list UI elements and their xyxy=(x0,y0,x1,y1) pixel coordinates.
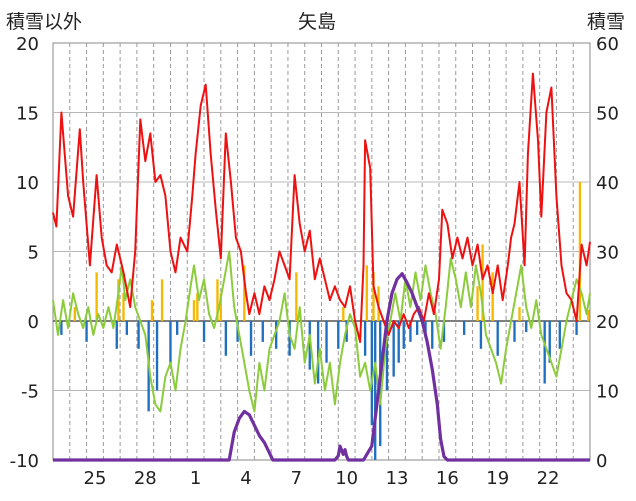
precip-bar xyxy=(122,293,125,321)
right-tick-label: 50 xyxy=(596,104,619,125)
precip-bar xyxy=(150,300,154,321)
temp_neg-bar xyxy=(558,321,561,349)
temp_neg-bar xyxy=(316,321,320,384)
left-tick-label: 20 xyxy=(16,34,39,55)
precip-bar xyxy=(216,279,219,321)
temp_neg-bar xyxy=(85,321,88,342)
x-tick-label: 1 xyxy=(190,468,201,489)
temp_neg-bar xyxy=(525,321,528,333)
temp_neg-bar xyxy=(479,321,483,349)
temp_neg-bar xyxy=(543,321,546,384)
temp_neg-bar xyxy=(249,321,253,356)
precip-bar xyxy=(518,307,521,321)
temp_neg-bar xyxy=(125,321,129,335)
temp_neg-bar xyxy=(202,321,206,342)
precip-bar xyxy=(160,279,164,321)
temp_neg-bar xyxy=(337,321,340,349)
temp_neg-bar xyxy=(409,321,412,342)
temp_neg-bar xyxy=(224,321,228,356)
precip-bar xyxy=(192,300,196,321)
temp_neg-bar xyxy=(169,321,172,366)
precip-bar xyxy=(476,286,479,321)
temp_neg-bar xyxy=(385,321,389,391)
temp_neg-bar xyxy=(496,321,499,356)
temp_neg-bar xyxy=(115,321,118,349)
temp_neg-bar xyxy=(513,321,516,342)
temp_neg-bar xyxy=(370,321,374,426)
x-tick-label: 22 xyxy=(537,468,560,489)
temp_neg-bar xyxy=(442,321,446,342)
x-tick-label: 25 xyxy=(84,468,107,489)
temp_neg-bar xyxy=(176,321,179,335)
temp_neg-bar xyxy=(374,321,377,460)
temp_max-line xyxy=(52,72,591,343)
left-axis-title: 積雪以外 xyxy=(6,11,83,33)
right-tick-label: 30 xyxy=(596,243,619,264)
temp_neg-bar xyxy=(363,321,367,356)
precip-bar xyxy=(587,309,590,321)
precip-bar xyxy=(365,265,368,321)
left-tick-label: 15 xyxy=(16,104,39,125)
temp_neg-bar xyxy=(236,321,239,342)
left-tick-label: 0 xyxy=(28,312,39,333)
temp_neg-bar xyxy=(462,321,466,335)
left-tick-label: -10 xyxy=(10,451,39,472)
precip-bar xyxy=(372,272,375,321)
chart-title: 矢島 xyxy=(298,11,337,33)
x-tick-label: 13 xyxy=(386,468,409,489)
right-tick-label: 10 xyxy=(596,382,619,403)
precip-bar xyxy=(243,265,246,321)
right-tick-label: 40 xyxy=(596,173,619,194)
temp_neg-bar xyxy=(402,321,405,349)
temp_neg-bar xyxy=(415,321,419,335)
precip-bar xyxy=(342,307,345,321)
precip-bar xyxy=(73,307,76,321)
left-tick-label: 10 xyxy=(16,173,39,194)
left-tick-label: -5 xyxy=(21,382,39,403)
temp_neg-bar xyxy=(288,321,291,356)
precip-bar xyxy=(95,272,98,321)
precip-bar xyxy=(196,293,199,321)
temp_neg-bar xyxy=(431,321,434,349)
temp_neg-bar xyxy=(137,321,140,349)
temp_neg-bar xyxy=(308,321,311,370)
x-tick-label: 19 xyxy=(486,468,509,489)
x-tick-label: 28 xyxy=(134,468,157,489)
precip-bar xyxy=(578,182,582,321)
precip-bar xyxy=(219,293,222,321)
temp_neg-bar xyxy=(575,321,578,335)
x-tick-label: 10 xyxy=(335,468,358,489)
precip-bar xyxy=(117,279,120,321)
x-tick-label: 4 xyxy=(240,468,251,489)
right-tick-label: 20 xyxy=(596,312,619,333)
precip-bar xyxy=(481,244,484,321)
x-tick-label: 7 xyxy=(291,468,302,489)
precip-bar xyxy=(491,272,494,321)
temp_neg-bar xyxy=(261,321,264,342)
temp_neg-bar xyxy=(397,321,400,363)
x-tick-label: 16 xyxy=(436,468,459,489)
temp_min-line xyxy=(52,250,591,413)
temp_neg-bar xyxy=(155,321,159,391)
left-tick-label: 5 xyxy=(28,243,39,264)
temp_neg-bar xyxy=(60,321,63,335)
temp_neg-bar xyxy=(325,321,328,363)
right-axis-title: 積雪 xyxy=(587,11,626,33)
precip-bar xyxy=(295,272,298,321)
temp_neg-bar xyxy=(392,321,395,377)
snow-line xyxy=(53,272,590,462)
right-tick-label: 60 xyxy=(596,34,619,55)
temp_neg-bar xyxy=(275,321,278,349)
right-tick-label: 0 xyxy=(596,451,607,472)
temp_neg-bar xyxy=(548,321,551,363)
